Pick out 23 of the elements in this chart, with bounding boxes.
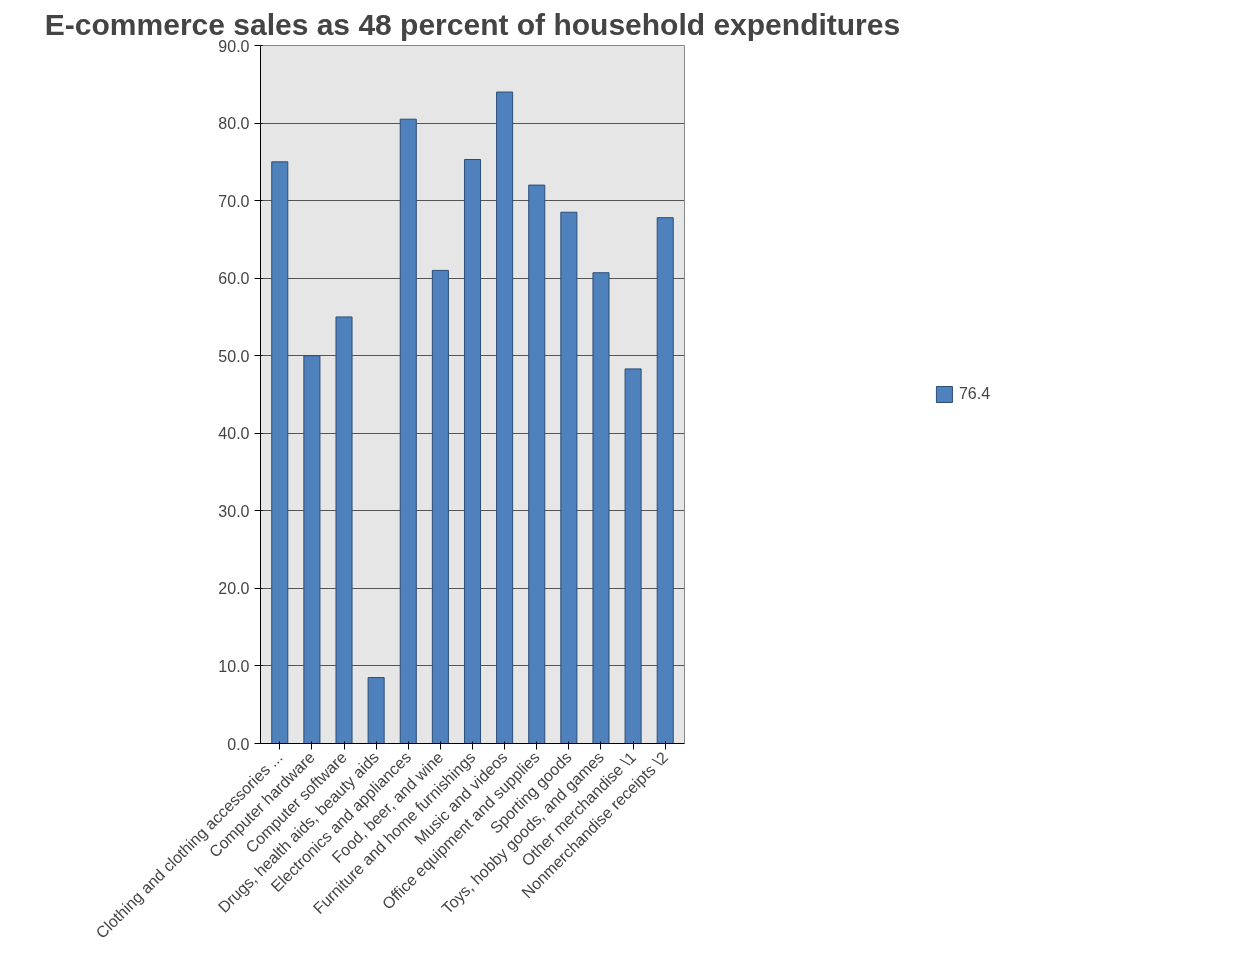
y-tick-label: 0.0 xyxy=(227,735,250,753)
y-tick-label: 50.0 xyxy=(218,347,250,365)
y-tick-label: 20.0 xyxy=(218,580,250,598)
bar xyxy=(335,316,353,744)
y-tick-label: 80.0 xyxy=(218,115,250,133)
y-tick-label: 40.0 xyxy=(218,425,250,443)
bar xyxy=(528,184,546,744)
y-tick-label: 30.0 xyxy=(218,502,250,520)
bar xyxy=(463,159,482,744)
y-tick-label: 70.0 xyxy=(218,192,250,210)
y-tick-label: 10.0 xyxy=(218,657,250,675)
bar xyxy=(496,91,514,744)
bar xyxy=(431,269,449,744)
bar xyxy=(560,211,578,744)
bar xyxy=(367,677,385,744)
y-tick-label: 60.0 xyxy=(218,270,250,288)
bar xyxy=(399,118,417,744)
bar xyxy=(656,217,674,744)
bar xyxy=(271,161,289,744)
legend-label: 76.4 xyxy=(958,385,991,403)
bar xyxy=(303,355,321,744)
bar xyxy=(624,368,642,744)
bar xyxy=(592,272,610,744)
